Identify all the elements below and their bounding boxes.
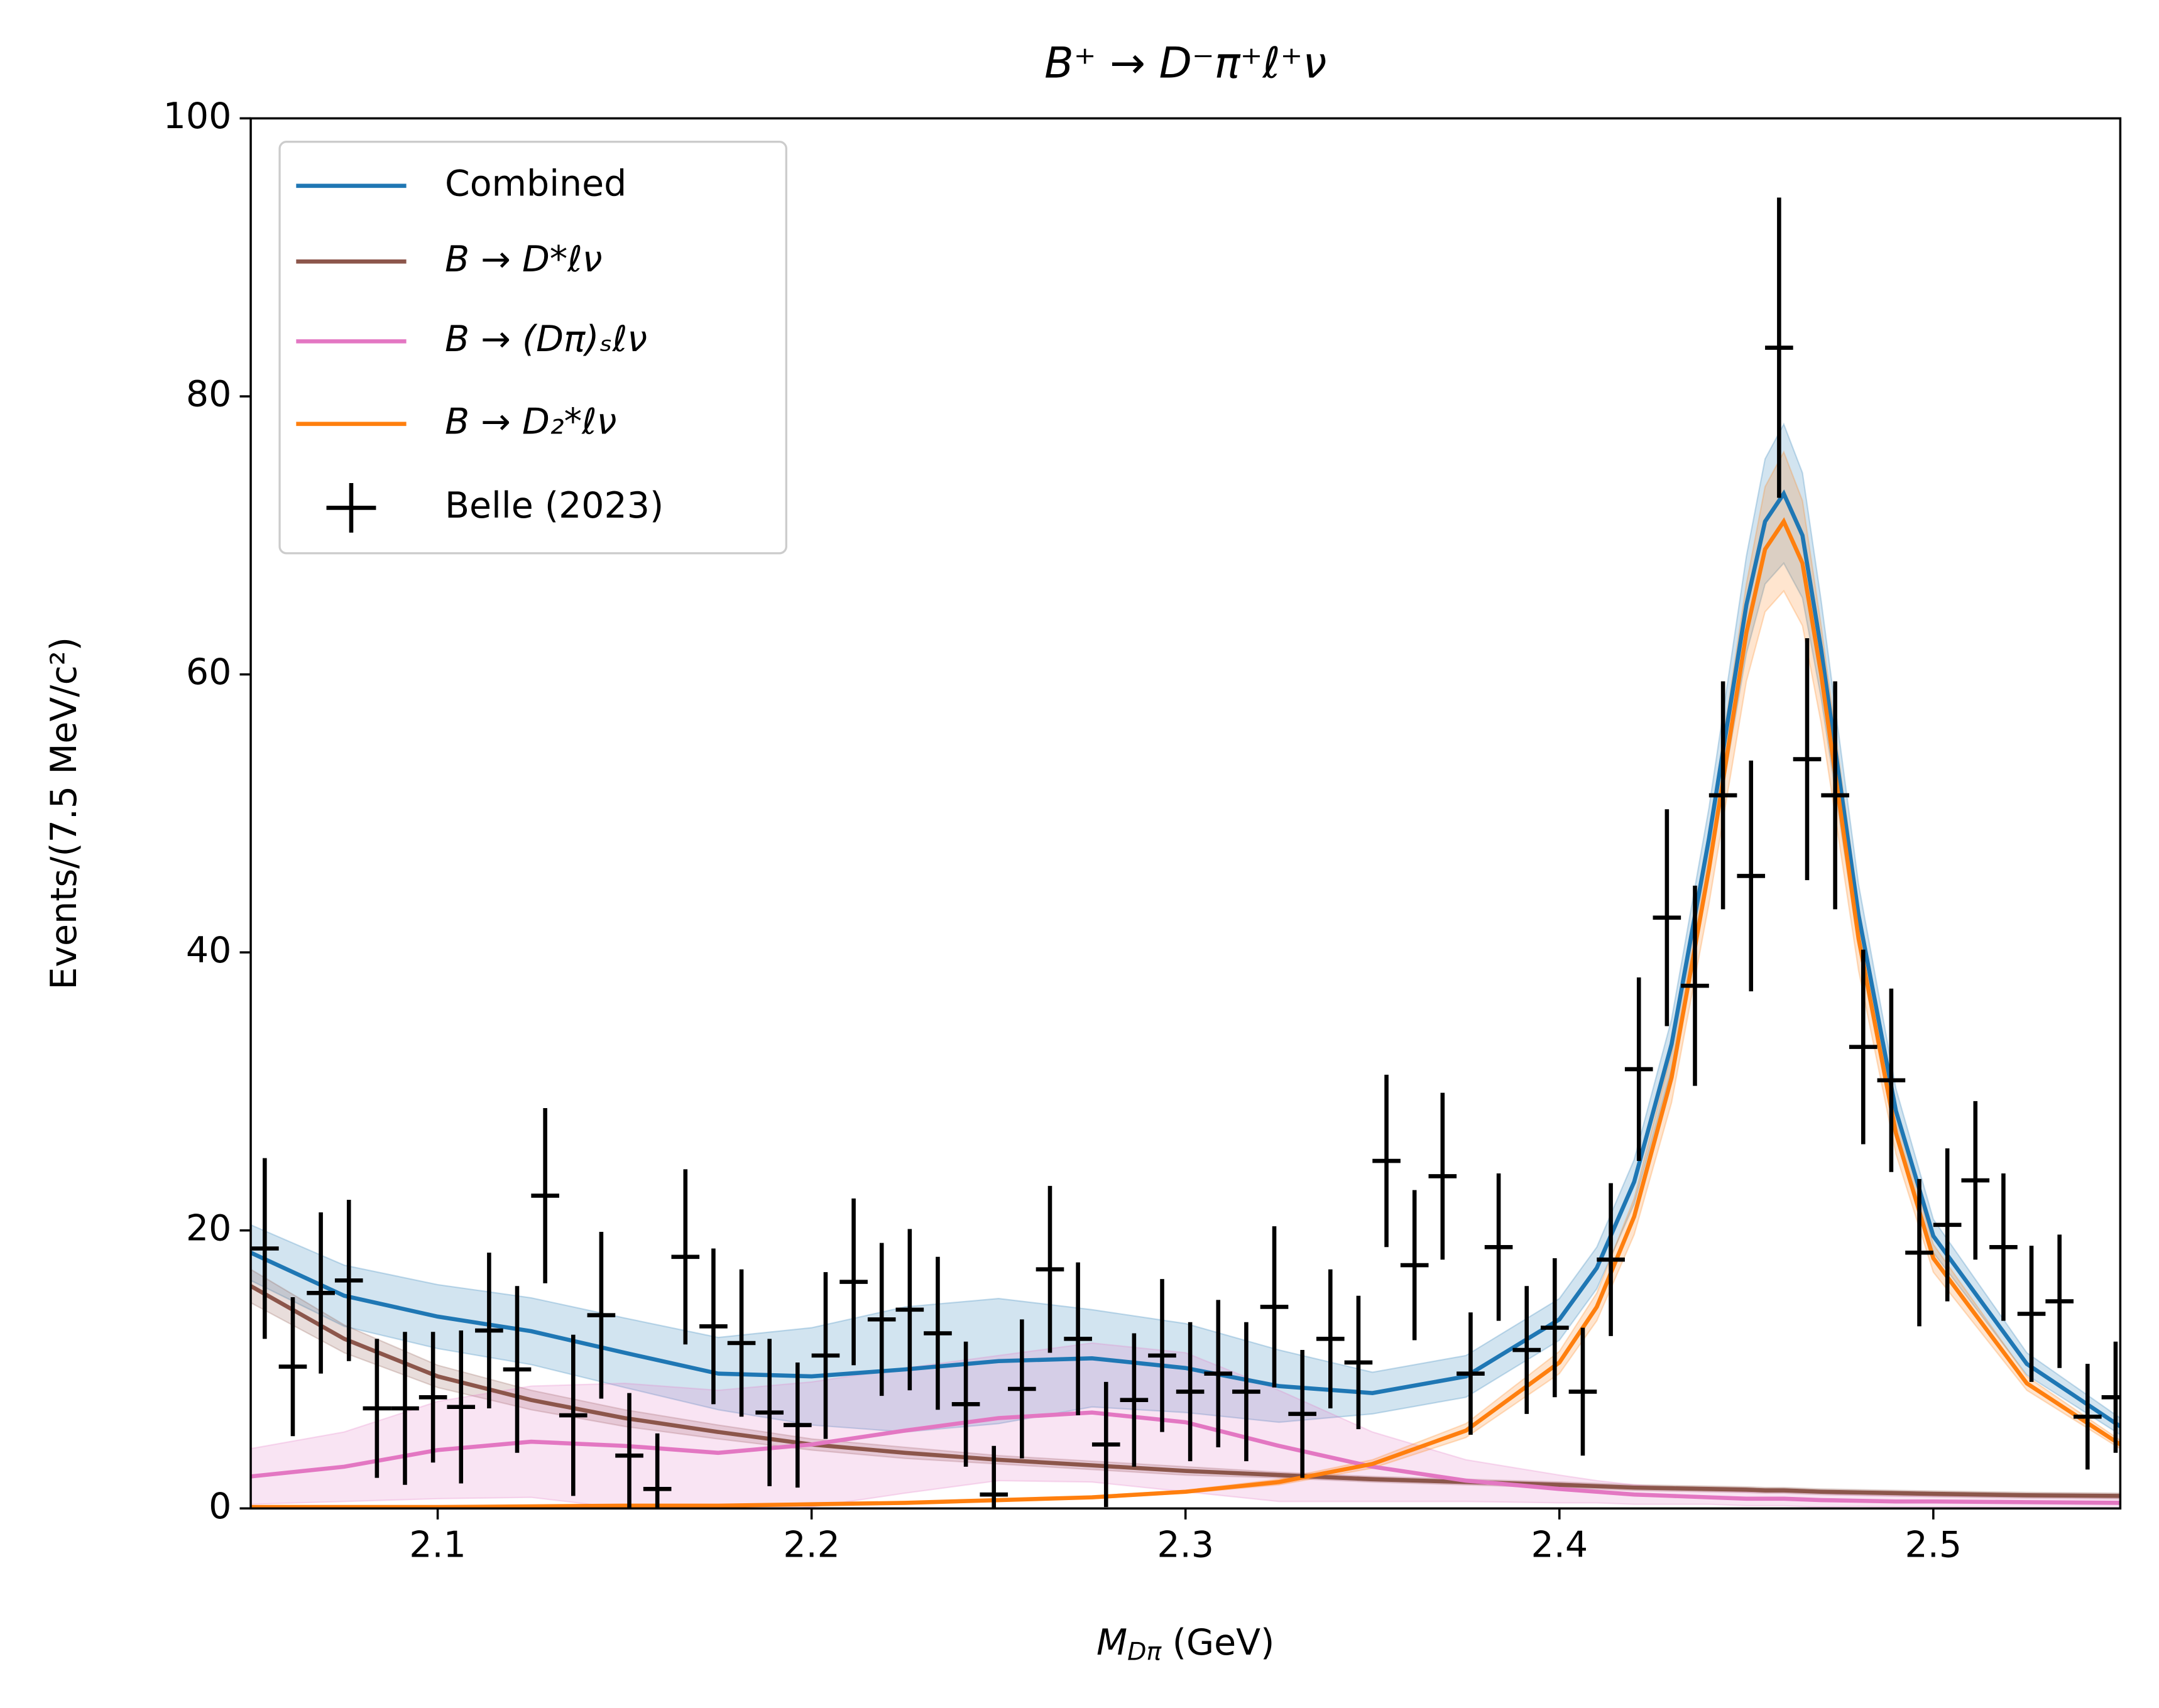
x-label-symbol: M (1096, 1622, 1127, 1663)
x-tick-label: 2.4 (1531, 1524, 1588, 1565)
error-band (251, 1342, 2121, 1509)
y-tick-label: 20 (186, 1207, 231, 1249)
legend: Combined B → D*ℓν B → (Dπ)ₛℓν B → D₂*ℓν Bell… (278, 141, 787, 555)
x-label-unit: (GeV) (1172, 1622, 1275, 1663)
plot-area (251, 197, 2121, 1509)
x-axis-label: MDπ (GeV) (1096, 1622, 1274, 1666)
chart-title: B⁺ → D⁻π⁺ℓ⁺ν (1044, 39, 1326, 89)
legend-box (278, 141, 787, 555)
x-tick-label: 2.5 (1905, 1524, 1962, 1565)
y-tick-label: 60 (186, 651, 231, 693)
y-tick-label: 0 (209, 1486, 231, 1527)
series-line (251, 1410, 2121, 1505)
x-tick-label: 2.2 (783, 1524, 840, 1565)
y-axis-label: Events/(7.5 MeV/c²) (43, 637, 85, 990)
legend-label: B → D*ℓν (445, 239, 603, 280)
x-label-subscript: Dπ (1127, 1637, 1162, 1666)
error-band (251, 1268, 2121, 1499)
y-tick-label: 80 (186, 374, 231, 415)
legend-label: B → D₂*ℓν (445, 401, 617, 442)
legend-label: B → (Dπ)ₛℓν (445, 318, 647, 360)
legend-label: Combined (445, 163, 626, 204)
x-tick-label: 2.1 (409, 1524, 466, 1565)
y-tick-label: 100 (163, 95, 232, 137)
x-tick-label: 2.3 (1157, 1524, 1214, 1565)
y-tick-label: 40 (186, 930, 231, 971)
series-line (251, 1284, 2121, 1498)
legend-label: Belle (2023) (445, 485, 664, 526)
